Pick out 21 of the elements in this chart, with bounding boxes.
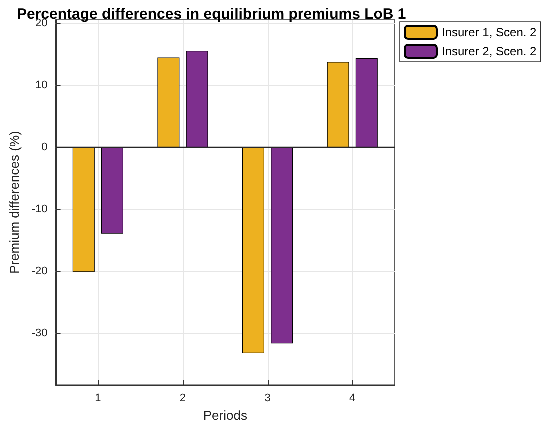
bar: [186, 50, 208, 148]
bar: [271, 148, 294, 344]
y-axis-title: Premium differences (%): [7, 131, 22, 274]
bar: [327, 62, 350, 148]
y-tick-label: -30: [32, 328, 48, 340]
bar: [72, 148, 95, 272]
legend-label: Insurer 2, Scen. 2: [442, 44, 538, 58]
bar: [102, 148, 124, 234]
x-tick-label: 1: [95, 392, 102, 405]
y-tick-label: 0: [42, 142, 48, 154]
bar: [242, 148, 264, 354]
legend-label: Insurer 1, Scen. 2: [442, 26, 538, 40]
x-axis-title: Periods: [203, 408, 248, 423]
x-tick-label: 3: [264, 392, 271, 405]
bar: [158, 58, 180, 148]
y-tick-label: 10: [36, 80, 48, 92]
x-tick-label: 4: [350, 392, 356, 405]
bar: [356, 58, 378, 148]
x-tick-label: 2: [180, 392, 186, 405]
y-tick-label: -10: [32, 204, 48, 216]
y-tick-label: -20: [32, 266, 48, 278]
